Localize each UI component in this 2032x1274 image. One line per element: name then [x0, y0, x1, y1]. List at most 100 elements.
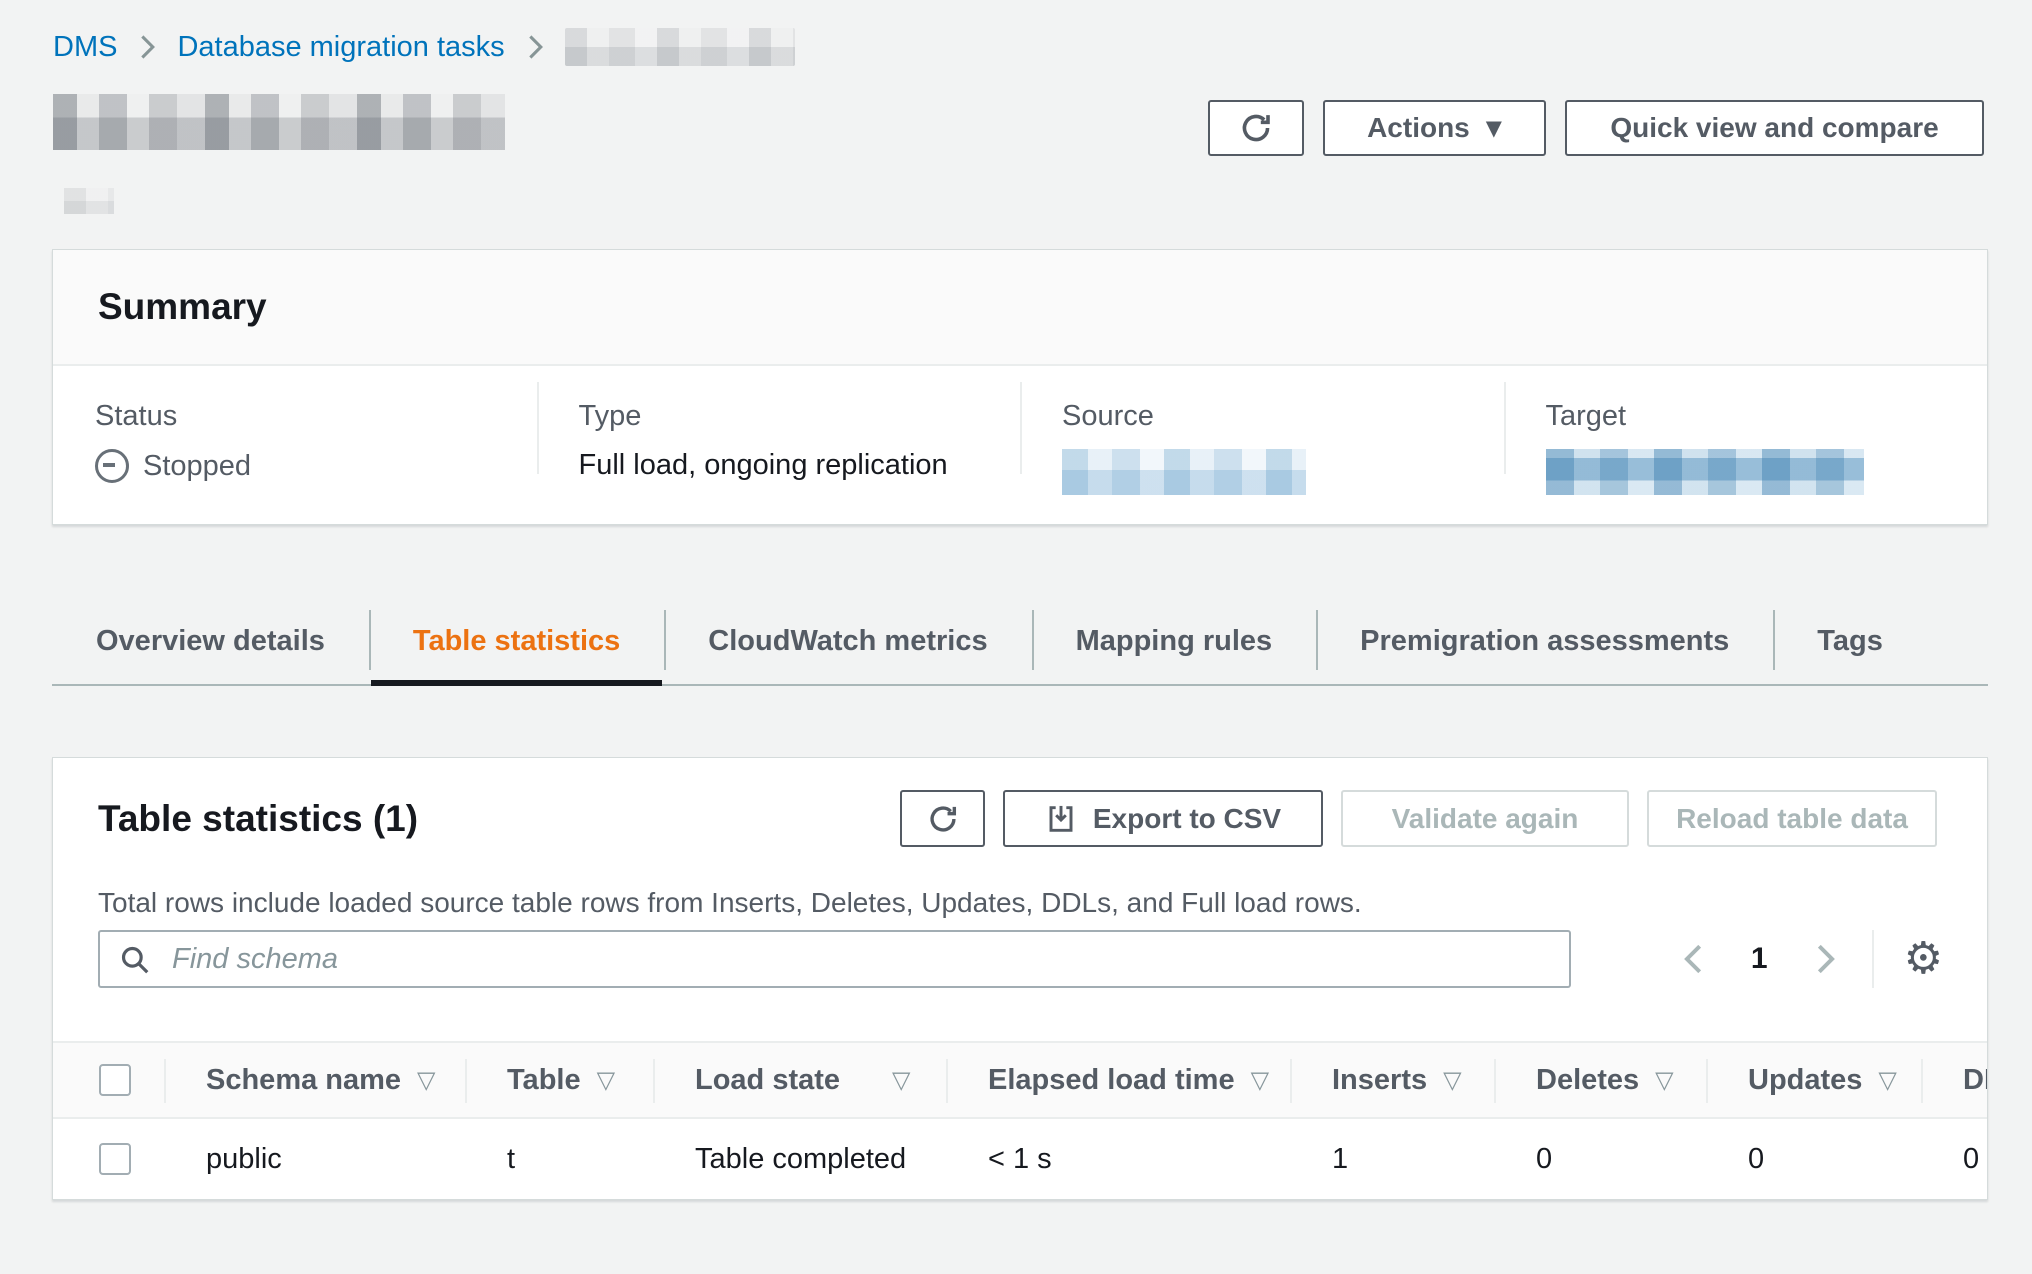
- chevron-right-icon: [1810, 942, 1840, 976]
- cell-inserts: 1: [1332, 1142, 1349, 1175]
- stopped-status-icon: [95, 449, 129, 483]
- tab-label: Overview details: [96, 624, 325, 657]
- quick-view-compare-button[interactable]: Quick view and compare: [1565, 100, 1984, 156]
- breadcrumb-dms-link[interactable]: DMS: [53, 30, 118, 63]
- table-statistics-buttons: Export to CSV Validate again Reload tabl…: [900, 790, 1937, 847]
- refresh-icon: [1238, 110, 1274, 146]
- column-header-elapsed-load-time[interactable]: Elapsed load time ▽: [946, 1043, 1290, 1117]
- tab-tags[interactable]: Tags: [1773, 598, 1927, 684]
- download-icon: [1045, 803, 1077, 835]
- summary-card-header: Summary: [53, 250, 1987, 366]
- table-statistics-header: Table statistics (1) Export to: [98, 790, 1937, 847]
- status-label: Status: [95, 400, 178, 432]
- column-header-table[interactable]: Table ▽: [465, 1043, 653, 1117]
- column-header-inserts[interactable]: Inserts ▽: [1290, 1043, 1494, 1117]
- column-header-updates[interactable]: Updates ▽: [1706, 1043, 1921, 1117]
- column-label: Elapsed load time: [988, 1063, 1235, 1096]
- find-schema-input[interactable]: [98, 930, 1571, 988]
- current-page-number: 1: [1750, 942, 1768, 975]
- table-statistics-card: Table statistics (1) Export to: [52, 757, 1988, 1200]
- refresh-icon: [926, 802, 960, 836]
- cell-table: t: [507, 1142, 516, 1175]
- export-csv-label: Export to CSV: [1092, 802, 1282, 834]
- table-statistics-description: Total rows include loaded source table r…: [98, 887, 1362, 918]
- tab-overview-details[interactable]: Overview details: [52, 598, 369, 684]
- column-label: Updates: [1748, 1063, 1863, 1096]
- target-value-redacted[interactable]: [1545, 449, 1864, 495]
- summary-type-field: Type Full load, ongoing replication: [536, 366, 1021, 524]
- column-label: Inserts: [1332, 1063, 1428, 1096]
- column-header-deletes[interactable]: Deletes ▽: [1494, 1043, 1706, 1117]
- tab-label: Tags: [1817, 624, 1883, 657]
- sort-icon[interactable]: ▽: [1655, 1066, 1674, 1094]
- source-label: Source: [1062, 400, 1154, 432]
- column-header-ddls[interactable]: DDLs ▽: [1921, 1043, 1987, 1117]
- column-header-load-state[interactable]: Load state ▽: [653, 1043, 946, 1117]
- type-label: Type: [578, 400, 642, 432]
- task-detail-tabs: Overview details Table statistics CloudW…: [52, 598, 1988, 686]
- tab-label: Table statistics: [412, 624, 621, 657]
- status-value-text: Stopped: [143, 449, 252, 482]
- reload-table-data-label: Reload table data: [1676, 802, 1908, 834]
- tab-table-statistics[interactable]: Table statistics: [368, 598, 664, 686]
- table-statistics-title: Table statistics (1): [98, 797, 419, 839]
- summary-status-field: Status Stopped: [53, 366, 537, 524]
- tab-label: Premigration assessments: [1360, 624, 1730, 657]
- sort-icon[interactable]: ▽: [417, 1066, 436, 1094]
- page-title-redacted-fragment: [64, 188, 114, 214]
- target-label: Target: [1545, 400, 1627, 432]
- quick-view-compare-label: Quick view and compare: [1610, 112, 1939, 143]
- sort-icon[interactable]: ▽: [1443, 1066, 1462, 1094]
- export-csv-button[interactable]: Export to CSV: [1003, 790, 1323, 847]
- cell-updates: 0: [1748, 1142, 1765, 1175]
- table-preferences-gear-icon[interactable]: ⚙: [1903, 933, 1943, 984]
- tab-cloudwatch-metrics[interactable]: CloudWatch metrics: [664, 598, 1031, 684]
- header-actions: Actions ▼ Quick view and compare: [1208, 100, 1984, 156]
- tab-label: Mapping rules: [1075, 624, 1273, 657]
- sort-icon[interactable]: ▽: [892, 1066, 911, 1094]
- pagination-divider: [1871, 930, 1874, 988]
- breadcrumb-tasks-link[interactable]: Database migration tasks: [177, 30, 505, 63]
- actions-menu-button[interactable]: Actions ▼: [1323, 100, 1546, 156]
- summary-title: Summary: [98, 286, 267, 327]
- validate-again-button[interactable]: Validate again: [1341, 790, 1629, 847]
- validate-again-label: Validate again: [1391, 802, 1579, 834]
- sort-icon[interactable]: ▽: [1250, 1066, 1270, 1094]
- summary-card: Summary Status Stopped Type Full load, o…: [52, 249, 1988, 525]
- previous-page-button[interactable]: [1679, 942, 1709, 976]
- breadcrumb-task-name-redacted: [564, 28, 795, 66]
- summary-source-field: Source: [1020, 366, 1504, 524]
- actions-menu-label: Actions: [1367, 112, 1470, 143]
- column-header-schema-name[interactable]: Schema name ▽: [164, 1043, 465, 1117]
- cell-schema-name: public: [206, 1142, 282, 1175]
- select-all-checkbox[interactable]: [99, 1064, 131, 1096]
- cell-load-state: Table completed: [695, 1142, 907, 1175]
- source-value-redacted[interactable]: [1062, 449, 1306, 495]
- select-all-cell: [53, 1043, 164, 1117]
- column-label: Table: [507, 1063, 581, 1096]
- reload-table-data-button[interactable]: Reload table data: [1647, 790, 1937, 847]
- summary-card-body: Status Stopped Type Full load, ongoing r…: [53, 366, 1987, 524]
- tab-premigration-assessments[interactable]: Premigration assessments: [1316, 598, 1773, 684]
- column-label: Schema name: [206, 1063, 402, 1096]
- column-label: DDLs: [1963, 1063, 1987, 1096]
- chevron-right-icon: [525, 33, 545, 61]
- row-select-cell: [53, 1119, 164, 1199]
- cell-ddls: 0: [1963, 1142, 1980, 1175]
- row-checkbox[interactable]: [99, 1143, 131, 1175]
- tab-mapping-rules[interactable]: Mapping rules: [1031, 598, 1317, 684]
- sort-icon[interactable]: ▽: [1878, 1066, 1897, 1094]
- table-refresh-button[interactable]: [900, 790, 985, 847]
- breadcrumb: DMS Database migration tasks: [53, 28, 795, 66]
- sort-icon[interactable]: ▽: [596, 1066, 616, 1094]
- page-title-redacted: [53, 94, 505, 150]
- next-page-button[interactable]: [1810, 942, 1840, 976]
- column-label: Deletes: [1536, 1063, 1640, 1096]
- table-row: public t Table completed < 1 s 1 0 0 0: [53, 1119, 1987, 1199]
- cell-deletes: 0: [1536, 1142, 1553, 1175]
- column-label: Load state: [695, 1063, 841, 1096]
- summary-target-field: Target: [1503, 366, 1988, 524]
- cell-elapsed-load-time: < 1 s: [988, 1142, 1052, 1175]
- refresh-button[interactable]: [1208, 100, 1304, 156]
